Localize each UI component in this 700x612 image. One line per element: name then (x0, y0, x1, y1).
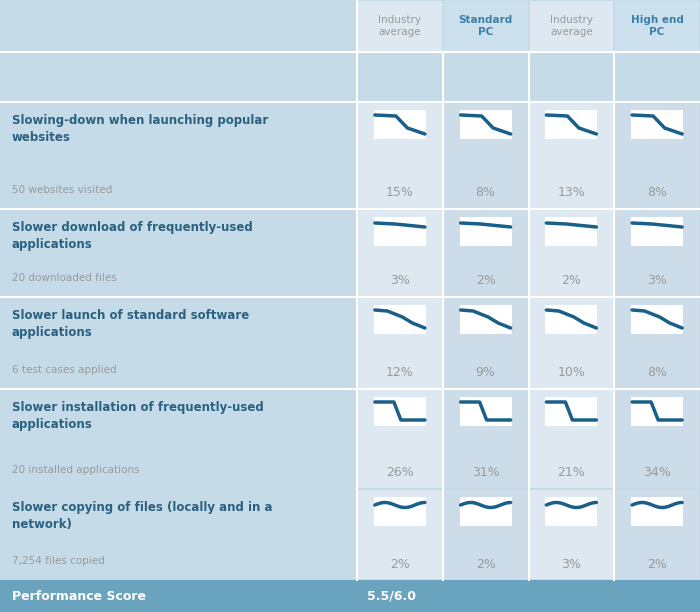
Text: Slower installation of frequently-used
applications: Slower installation of frequently-used a… (12, 401, 264, 431)
Bar (529, 210, 613, 296)
Text: 2%: 2% (561, 275, 581, 288)
Text: 26%: 26% (386, 466, 414, 479)
Bar (545, 497, 597, 526)
Bar (444, 210, 528, 296)
Text: 2%: 2% (390, 558, 410, 570)
Bar (358, 490, 442, 579)
Text: 50 websites visited: 50 websites visited (12, 185, 113, 195)
Bar (444, 103, 528, 208)
Bar (0, 489, 357, 580)
Bar (460, 397, 512, 426)
Bar (374, 397, 426, 426)
Bar (631, 397, 683, 426)
Bar (631, 217, 683, 246)
Bar (444, 1, 528, 51)
Text: 20 downloaded files: 20 downloaded files (12, 273, 117, 283)
Text: 15%: 15% (386, 187, 414, 200)
Text: 5.5/6.0: 5.5/6.0 (367, 589, 416, 602)
Text: Standard
PC: Standard PC (458, 15, 512, 37)
Text: 3%: 3% (390, 275, 410, 288)
Bar (444, 298, 528, 388)
Bar (631, 305, 683, 334)
Bar (460, 497, 512, 526)
Bar (545, 397, 597, 426)
Bar (374, 217, 426, 246)
Bar (358, 390, 442, 488)
Text: 9%: 9% (476, 367, 496, 379)
Text: 10%: 10% (557, 367, 585, 379)
Bar (631, 110, 683, 139)
Text: 8%: 8% (475, 187, 496, 200)
Bar (358, 1, 442, 51)
Bar (0, 297, 357, 389)
Bar (0, 209, 357, 297)
Bar (615, 298, 699, 388)
Bar (444, 490, 528, 579)
Bar (615, 210, 699, 296)
Bar (358, 210, 442, 296)
Bar (358, 103, 442, 208)
Bar (529, 1, 613, 51)
Text: 3%: 3% (648, 275, 667, 288)
Text: Slower copying of files (locally and in a
network): Slower copying of files (locally and in … (12, 501, 272, 531)
Bar (460, 305, 512, 334)
Bar (545, 217, 597, 246)
Bar (529, 490, 613, 579)
Text: 3%: 3% (561, 558, 581, 570)
Text: 21%: 21% (557, 466, 585, 479)
Text: 2%: 2% (476, 558, 496, 570)
Bar (615, 490, 699, 579)
Bar (545, 305, 597, 334)
Text: Slowing-down when launching popular
websites: Slowing-down when launching popular webs… (12, 114, 268, 144)
Text: 7,254 files copied: 7,254 files copied (12, 556, 105, 566)
Text: 8%: 8% (647, 367, 667, 379)
Bar (529, 390, 613, 488)
Bar (358, 298, 442, 388)
Text: Slower download of frequently-used
applications: Slower download of frequently-used appli… (12, 221, 253, 251)
Bar (0, 389, 357, 489)
Text: 2%: 2% (648, 558, 667, 570)
Text: 6 test cases applied: 6 test cases applied (12, 365, 117, 375)
Bar (631, 497, 683, 526)
Bar (545, 110, 597, 139)
Text: Performance Score: Performance Score (12, 589, 146, 602)
Text: 2%: 2% (476, 275, 496, 288)
Bar (444, 390, 528, 488)
Bar (615, 103, 699, 208)
Text: 31%: 31% (472, 466, 500, 479)
Bar (460, 217, 512, 246)
Text: 34%: 34% (643, 466, 671, 479)
Bar (374, 497, 426, 526)
Text: 8%: 8% (647, 187, 667, 200)
Text: 20 installed applications: 20 installed applications (12, 465, 139, 475)
Bar (615, 1, 699, 51)
Bar (374, 305, 426, 334)
Text: Industry
average: Industry average (550, 15, 593, 37)
Bar (0, 102, 357, 209)
Bar (529, 298, 613, 388)
Bar (0, 580, 700, 612)
Bar (460, 110, 512, 139)
Text: 13%: 13% (557, 187, 585, 200)
Text: Industry
average: Industry average (379, 15, 421, 37)
Bar (529, 103, 613, 208)
Text: Slower launch of standard software
applications: Slower launch of standard software appli… (12, 309, 249, 339)
Bar (615, 390, 699, 488)
Text: 12%: 12% (386, 367, 414, 379)
Bar (374, 110, 426, 139)
Text: High end
PC: High end PC (631, 15, 684, 37)
